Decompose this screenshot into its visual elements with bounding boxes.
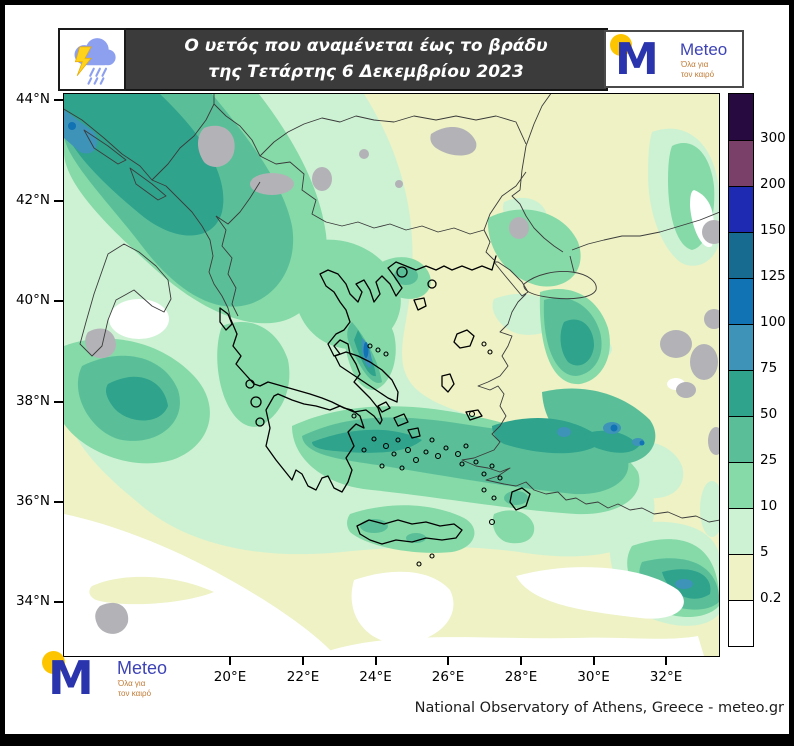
meteo-logo-box-top: M Meteo Όλα για τον καιρό <box>604 30 744 88</box>
colorbar-label: 150 <box>760 222 786 238</box>
y-tick-label: 44°N <box>15 91 50 107</box>
precip-100-125-layer <box>68 122 645 446</box>
meteo-logo-tagline: Όλα για τον καιρό <box>681 60 715 79</box>
meteo-m-glyph: M <box>615 34 659 85</box>
colorbar-label: 10 <box>760 498 778 514</box>
colorbar-label: 200 <box>760 176 786 192</box>
colorbar-segment <box>729 462 753 508</box>
colorbar-segment <box>729 186 753 232</box>
colorbar-segment <box>729 600 753 646</box>
x-tick <box>592 656 595 665</box>
x-tick-label: 28°E <box>504 669 538 685</box>
precip-dry-white-layer <box>64 190 714 656</box>
colorbar-label: 5 <box>760 544 769 560</box>
meteo-logo-text: Meteo <box>680 40 728 59</box>
y-tick <box>54 601 63 603</box>
colorbar-segment <box>729 508 753 554</box>
title-line-1: Ο υετός που αναμένεται έως το βράδυ <box>184 36 548 56</box>
y-tick <box>54 99 63 101</box>
colorbar-segment <box>729 278 753 324</box>
x-tick <box>665 656 667 665</box>
y-tick <box>54 199 63 202</box>
meteo-logo-box-bottom: M Meteo Όλα για τον καιρό <box>40 650 190 702</box>
map-canvas <box>64 94 719 656</box>
x-tick <box>520 656 522 665</box>
colorbar-label: 25 <box>760 452 778 468</box>
x-tick-label: 32°E <box>649 669 683 685</box>
meteo-logo-tagline: Όλα για τον καιρό <box>118 679 152 698</box>
x-tick <box>229 656 231 665</box>
colorbar-segment <box>729 94 753 140</box>
y-tick <box>54 400 63 403</box>
nodata-gray-patches <box>85 125 719 634</box>
y-tick-label: 38°N <box>15 392 50 409</box>
colorbar-label: 100 <box>760 314 786 330</box>
colorbar-segment <box>729 416 753 462</box>
colorbar-segment <box>729 232 753 278</box>
x-tick-label: 24°E <box>359 669 392 685</box>
colorbar-label: 0.2 <box>760 590 782 606</box>
y-tick-label: 40°N <box>15 292 50 308</box>
y-tick-label: 36°N <box>15 493 50 509</box>
y-tick-label: 42°N <box>15 191 50 208</box>
y-tick <box>54 501 63 503</box>
x-tick <box>447 656 449 665</box>
meteo-logo: M Meteo Όλα για τον καιρό <box>40 650 190 702</box>
colorbar-label: 300 <box>760 130 786 146</box>
x-tick-label: 20°E <box>213 669 247 685</box>
storm-icon-box <box>58 28 126 91</box>
title-bar: Ο υετός που αναμένεται έως το βράδυ της … <box>126 28 608 91</box>
title-line-2: της Τετάρτης 6 Δεκεμβρίου 2023 <box>208 61 524 82</box>
meteo-logo-text: Meteo <box>117 658 168 678</box>
sun-icon <box>610 34 632 56</box>
colorbar-label: 125 <box>760 268 786 284</box>
x-tick <box>302 656 304 665</box>
precipitation-map <box>63 93 720 657</box>
colorbar-label: 50 <box>760 406 778 422</box>
storm-cloud-lightning-rain-icon <box>74 37 116 85</box>
colorbar-segment <box>729 370 753 416</box>
meteo-logo: M Meteo Όλα για τον καιρό <box>606 32 742 86</box>
precipitation-colorbar <box>728 93 754 647</box>
x-tick-label: 26°E <box>431 669 465 685</box>
colorbar-segment <box>729 324 753 370</box>
island-dots <box>351 341 503 567</box>
country-borders <box>151 94 527 317</box>
precip-50-75-layer <box>64 94 711 599</box>
colorbar-label: 75 <box>760 360 778 376</box>
colorbar-segment <box>729 554 753 600</box>
meteo-m-glyph: M <box>48 651 94 705</box>
x-tick-label: 22°E <box>286 669 320 685</box>
attribution-text: National Observatory of Athens, Greece -… <box>414 700 784 716</box>
x-tick <box>374 656 377 665</box>
y-tick-label: 34°N <box>15 593 50 609</box>
y-tick <box>54 300 63 302</box>
greek-coastline <box>219 255 531 545</box>
sun-icon <box>42 651 65 674</box>
precip-75-100-layer <box>64 110 693 589</box>
foreign-coastlines <box>64 94 719 523</box>
x-tick-label: 30°E <box>577 669 610 685</box>
colorbar-segment <box>729 140 753 186</box>
